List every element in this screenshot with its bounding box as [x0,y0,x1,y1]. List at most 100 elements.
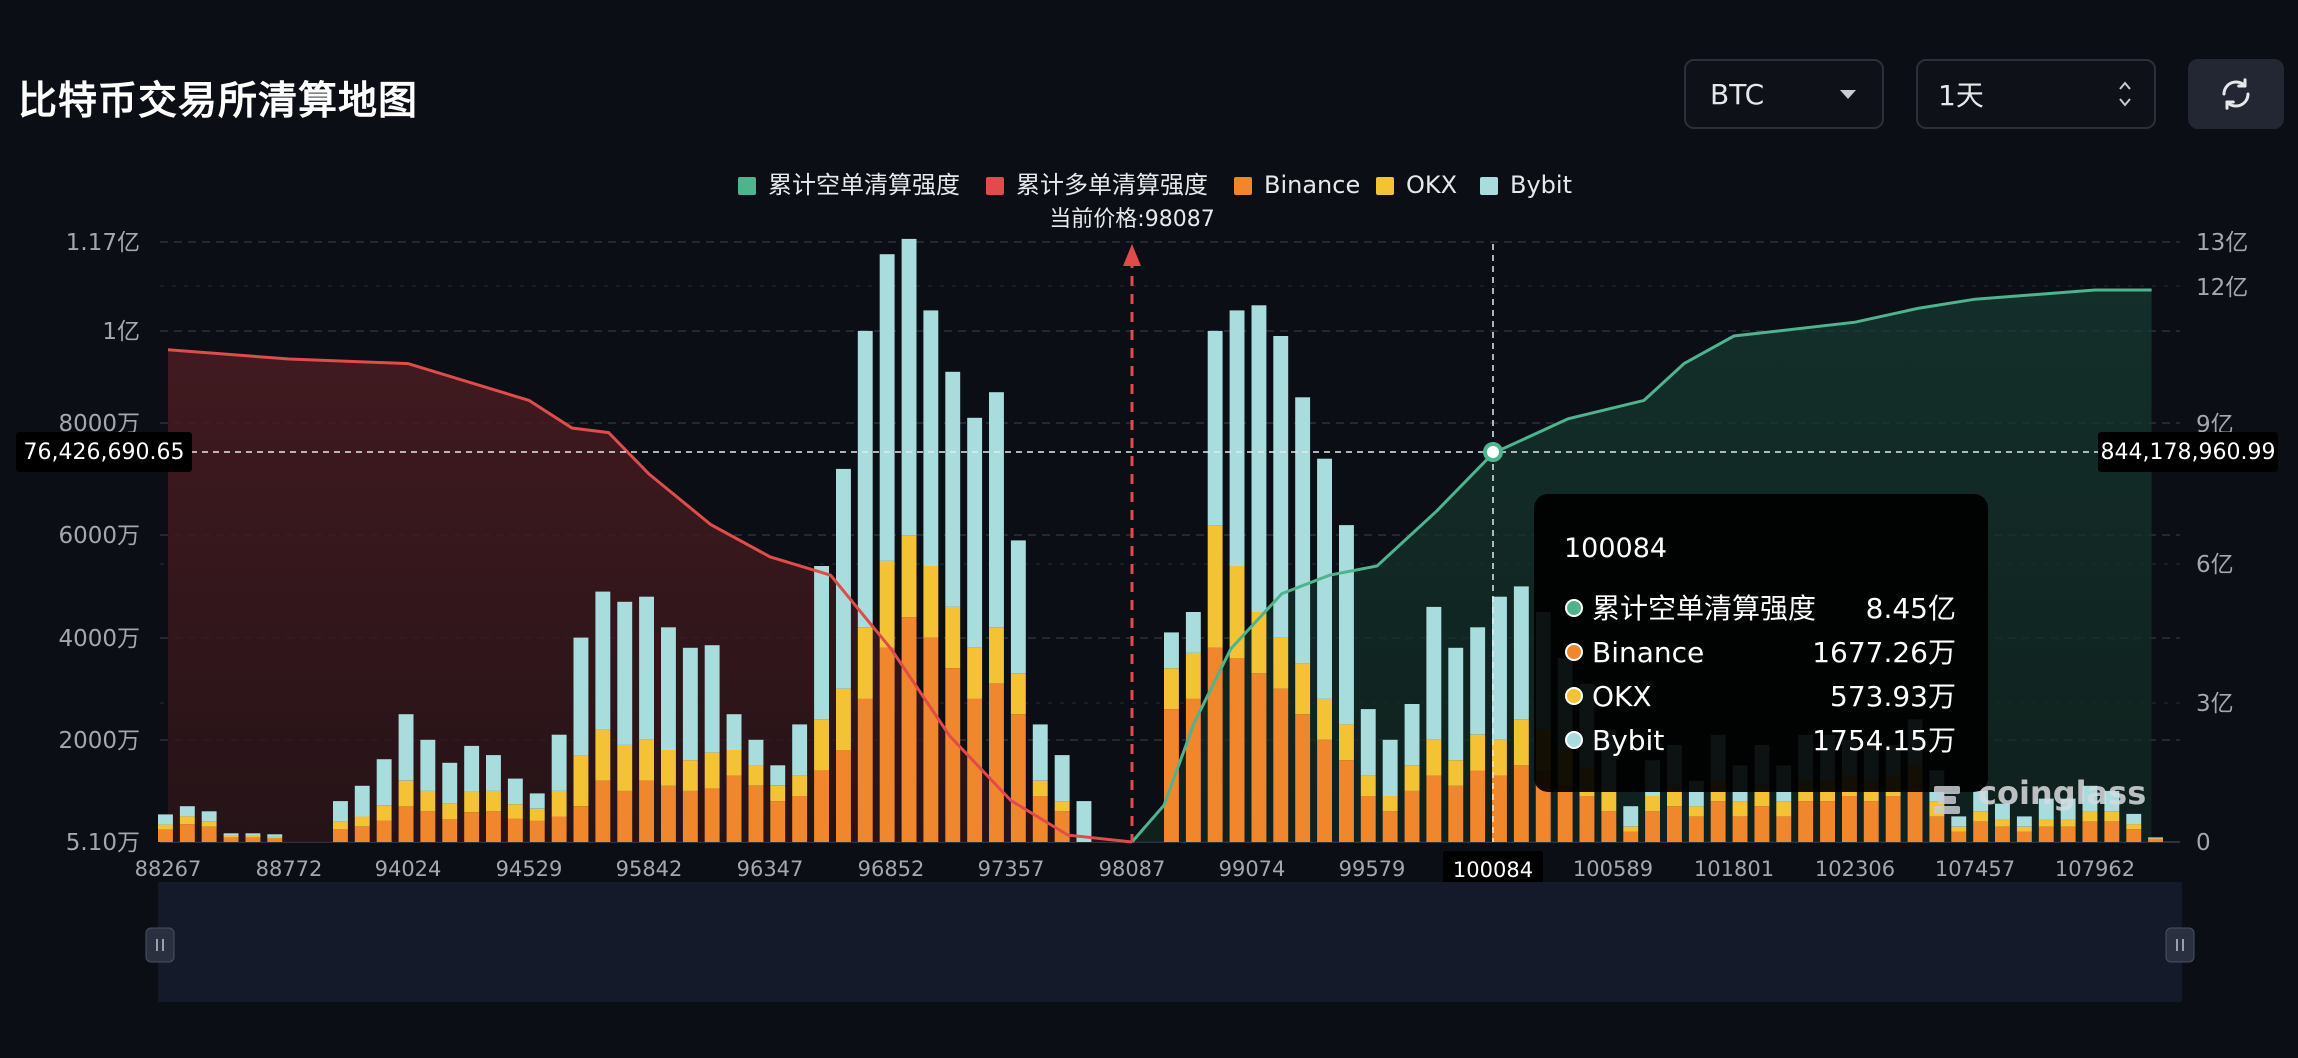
bar-binance[interactable] [1863,801,1879,842]
bar-binance[interactable] [1164,709,1179,842]
bar-bybit[interactable] [1207,330,1223,526]
bar-bybit[interactable] [1339,525,1354,725]
bar-okx[interactable] [726,750,742,776]
bar-okx[interactable] [1426,739,1442,776]
bar-binance[interactable] [726,775,742,842]
bar-bybit[interactable] [2148,837,2163,839]
bar-okx[interactable] [1339,724,1354,761]
bar-binance[interactable] [879,647,895,842]
bar-okx[interactable] [639,739,654,781]
bar-bybit[interactable] [179,806,195,817]
bar-bybit[interactable] [989,392,1004,628]
bar-okx[interactable] [836,688,851,750]
bar-bybit[interactable] [748,739,764,766]
bar-okx[interactable] [1601,790,1617,812]
bar-okx[interactable] [376,805,392,821]
bar-binance[interactable] [945,668,961,842]
bar-okx[interactable] [1470,734,1486,771]
bar-binance[interactable] [1732,816,1748,842]
bar-binance[interactable] [1054,811,1070,842]
bar-okx[interactable] [1513,719,1529,766]
bar-okx[interactable] [1010,673,1026,715]
bar-binance[interactable] [551,816,567,842]
bar-bybit[interactable] [792,724,808,776]
bar-binance[interactable] [1579,796,1595,842]
bar-binance[interactable] [989,683,1004,842]
bar-binance[interactable] [442,819,458,842]
bar-bybit[interactable] [1470,627,1486,735]
bar-okx[interactable] [770,785,786,802]
bar-okx[interactable] [2038,819,2054,827]
bar-okx[interactable] [2148,838,2163,840]
bar-binance[interactable] [595,780,611,842]
bar-okx[interactable] [1951,826,1967,832]
bar-binance[interactable] [814,770,829,842]
bar-binance[interactable] [529,820,545,843]
bar-bybit[interactable] [245,833,261,836]
bar-binance[interactable] [1667,806,1682,842]
bar-bybit[interactable] [726,714,742,750]
bar-bybit[interactable] [704,645,720,753]
bar-okx[interactable] [398,780,414,807]
bar-okx[interactable] [814,719,829,771]
bar-bybit[interactable] [857,330,873,628]
bar-bybit[interactable] [1185,612,1201,653]
bar-binance[interactable] [245,837,261,842]
bar-binance[interactable] [1382,811,1398,842]
bar-binance[interactable] [1513,765,1529,842]
bar-binance[interactable] [661,785,676,842]
bar-binance[interactable] [1251,673,1267,842]
zoom-slider-track[interactable] [158,882,1184,1002]
bar-bybit[interactable] [1951,816,1967,827]
zoom-slider-track[interactable] [1184,882,2182,1002]
bar-okx[interactable] [333,821,348,830]
legend-label-long[interactable]: 累计多单清算强度 [1016,171,1208,199]
range-select[interactable]: 1天 [1916,59,2156,129]
bar-okx[interactable] [923,566,939,638]
bar-binance[interactable] [354,826,370,842]
bar-okx[interactable] [1776,801,1792,817]
bar-okx[interactable] [2104,811,2120,822]
bar-binance[interactable] [792,796,808,842]
bar-okx[interactable] [1207,525,1223,648]
bar-binance[interactable] [1951,831,1967,842]
bar-bybit[interactable] [1229,310,1245,566]
bar-okx[interactable] [507,804,523,819]
bar-binance[interactable] [923,637,939,842]
bar-bybit[interactable] [1995,803,2010,819]
bar-okx[interactable] [1448,760,1464,786]
bar-binance[interactable] [1426,775,1442,842]
bar-bybit[interactable] [1076,801,1092,842]
bar-bybit[interactable] [551,734,567,791]
bar-bybit[interactable] [682,647,698,761]
bar-bybit[interactable] [333,801,348,822]
bar-bybit[interactable] [1032,724,1048,781]
bar-bybit[interactable] [967,417,983,648]
bar-binance[interactable] [639,780,654,842]
bar-okx[interactable] [2082,811,2098,822]
bar-okx[interactable] [179,816,195,825]
bar-binance[interactable] [1492,775,1507,842]
bar-bybit[interactable] [507,778,523,805]
bar-binance[interactable] [1229,658,1245,842]
bar-okx[interactable] [245,835,261,838]
bar-okx[interactable] [1973,811,1989,822]
bar-okx[interactable] [1492,739,1507,776]
bar-binance[interactable] [704,788,720,842]
bar-binance[interactable] [1317,739,1332,842]
bar-bybit[interactable] [1251,305,1267,612]
bar-binance[interactable] [464,812,480,842]
bar-okx[interactable] [704,752,720,789]
bar-binance[interactable] [2126,829,2142,842]
bar-binance[interactable] [770,801,786,842]
legend-label-short[interactable]: 累计空单清算强度 [768,171,960,199]
bar-binance[interactable] [1448,785,1464,842]
bar-bybit[interactable] [1010,540,1026,674]
bar-bybit[interactable] [1360,709,1376,776]
bar-okx[interactable] [967,647,983,699]
bar-okx[interactable] [748,765,764,786]
bar-binance[interactable] [857,698,873,842]
bar-binance[interactable] [1339,760,1354,842]
bar-binance[interactable] [682,790,698,842]
bar-okx[interactable] [1295,663,1311,715]
